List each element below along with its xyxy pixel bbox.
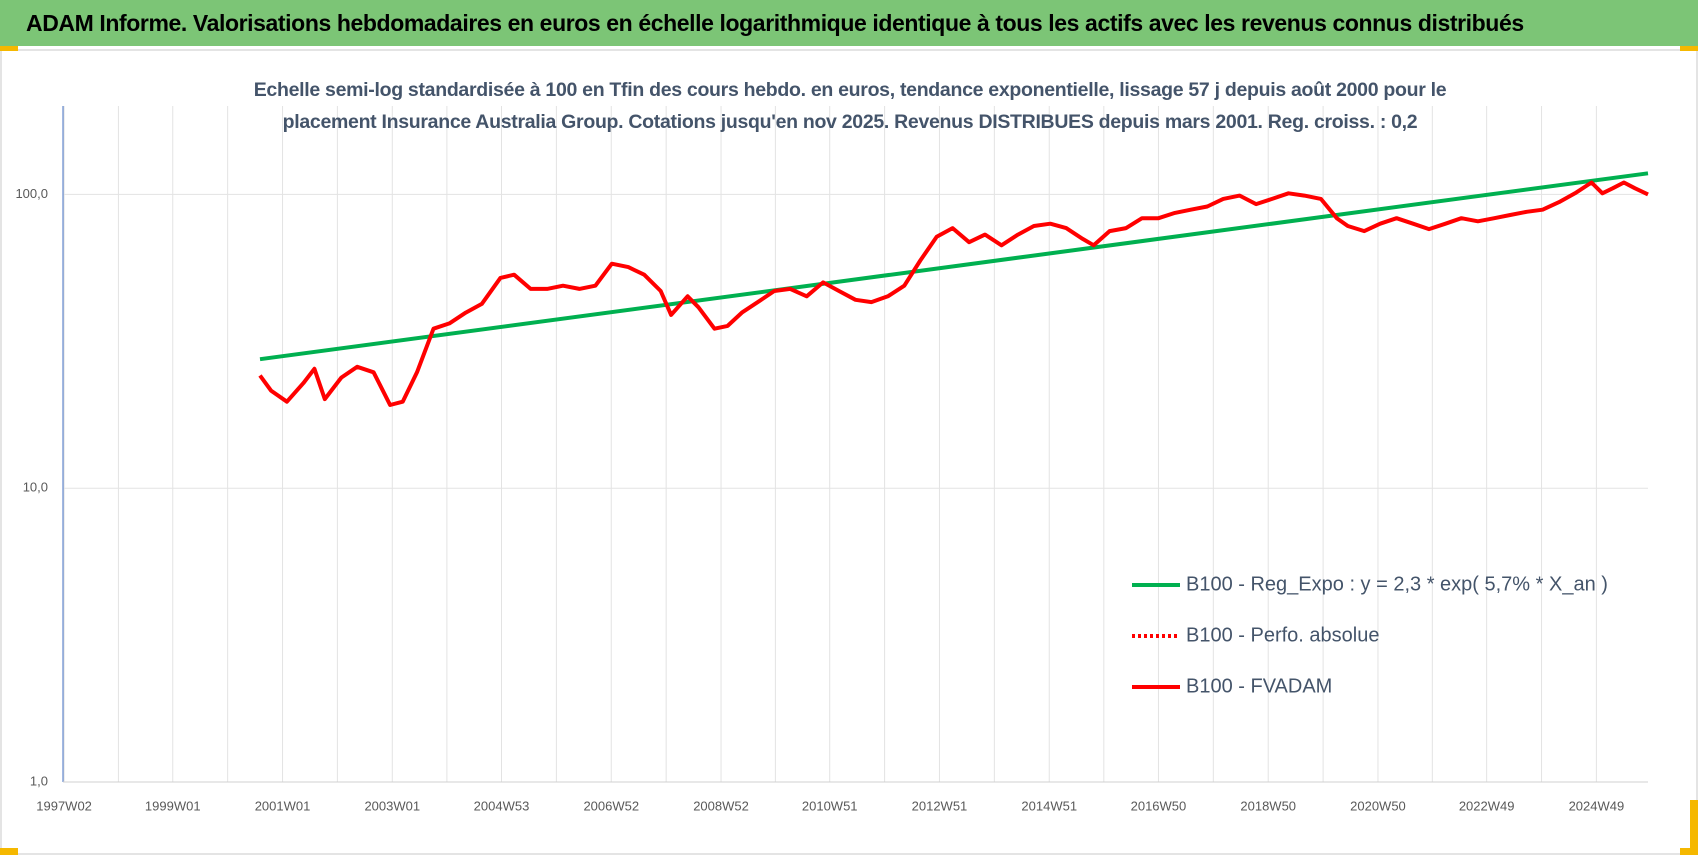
series-line [258,180,1649,407]
corner [0,44,18,51]
legend-label: B100 - FVADAM [1186,675,1332,697]
series-line [259,171,1649,362]
corner [1680,848,1698,855]
corner [0,848,18,855]
x-tick-label: 2003W01 [364,798,420,813]
corner [1690,800,1698,855]
x-tick-label: 2018W50 [1240,798,1296,813]
legend-label: B100 - Reg_Expo : y = 2,3 * exp( 5,7% * … [1186,573,1608,595]
x-tick-label: 1999W01 [145,798,201,813]
x-tick-label: 2001W01 [255,798,311,813]
x-tick-label: 2004W53 [474,798,530,813]
corner [1680,44,1698,51]
chart-title: ADAM Informe. Valorisations hebdomadaire… [0,0,1698,46]
x-tick-label: 2016W50 [1131,798,1187,813]
y-tick-label: 1,0 [30,773,48,788]
x-tick-label: 2008W52 [693,798,749,813]
x-tick-label: 2020W50 [1350,798,1406,813]
x-tick-label: 2022W49 [1459,798,1515,813]
frame [0,49,1698,855]
legend-label: B100 - Perfo. absolue [1186,624,1379,646]
x-tick-label: 2014W51 [1021,798,1077,813]
x-tick-label: 1997W02 [36,798,92,813]
x-tick-label: 2012W51 [912,798,968,813]
y-tick-label: 100,0 [15,186,48,201]
y-tick-label: 10,0 [23,480,48,495]
x-tick-label: 2010W51 [802,798,858,813]
x-tick-label: 2006W52 [583,798,639,813]
chart-subtitle: Echelle semi-log standardisée à 100 en T… [253,79,1447,133]
x-tick-label: 2024W49 [1569,798,1625,813]
